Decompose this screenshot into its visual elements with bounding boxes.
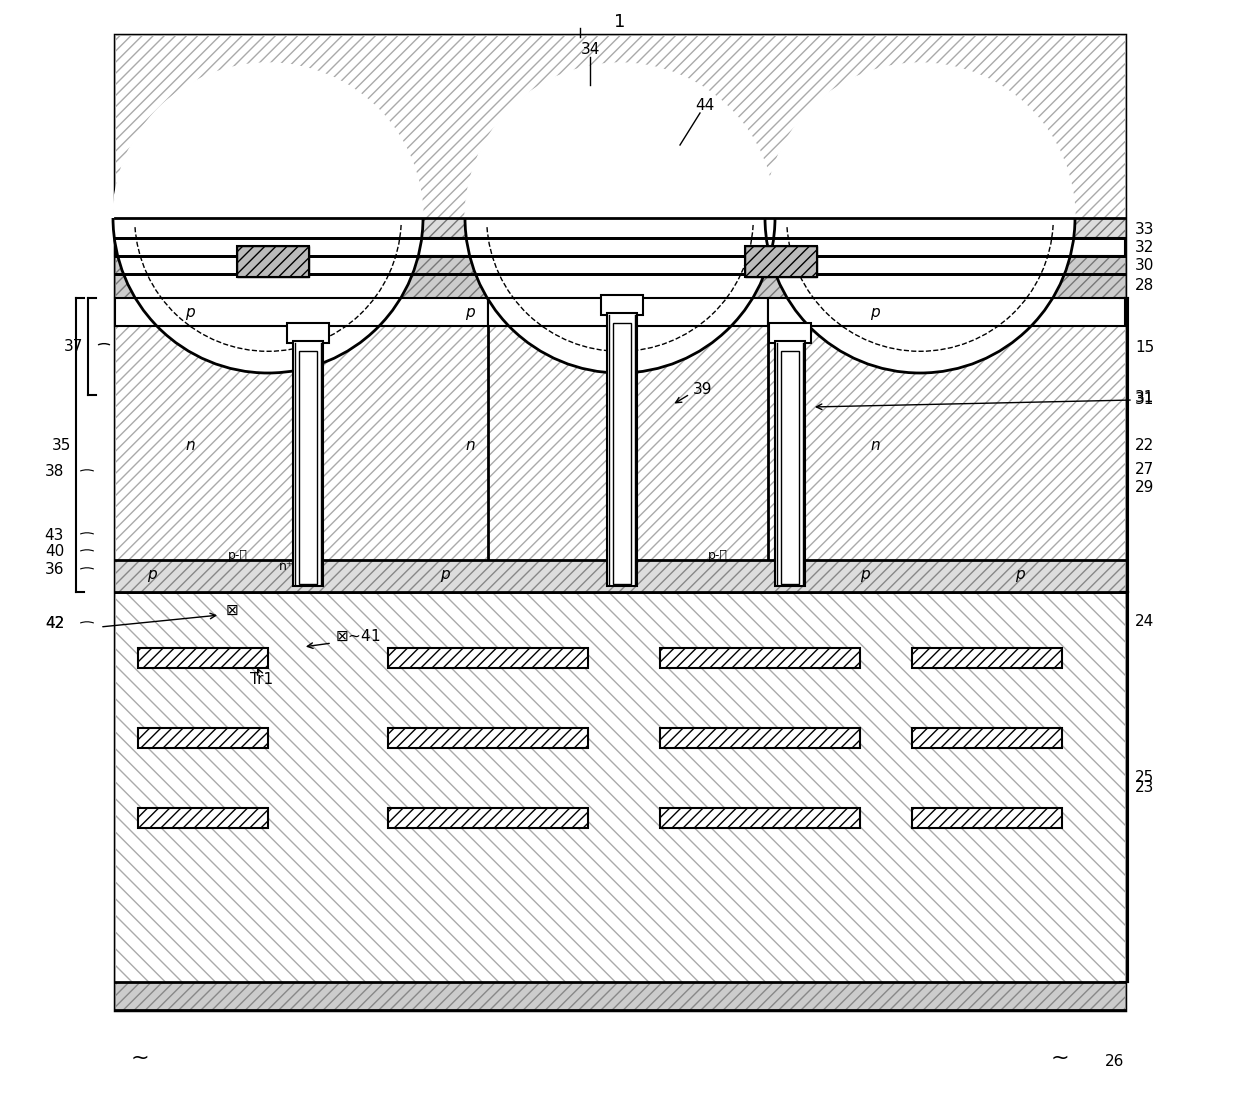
Bar: [115, 256, 1125, 274]
Circle shape: [113, 63, 423, 373]
Text: p: p: [440, 567, 450, 582]
Bar: [138, 728, 268, 748]
Bar: [237, 246, 309, 277]
Text: 37: 37: [63, 338, 83, 354]
Bar: [660, 728, 861, 748]
Bar: [237, 246, 309, 277]
Bar: [660, 808, 861, 828]
Bar: [660, 648, 861, 668]
Text: 38: 38: [45, 465, 64, 479]
Text: n: n: [465, 438, 475, 452]
Text: 33: 33: [1135, 221, 1154, 237]
Text: ~: ~: [130, 1048, 149, 1068]
Circle shape: [465, 63, 775, 373]
Bar: [660, 808, 861, 828]
Bar: [911, 648, 1061, 668]
Text: Tr1: Tr1: [250, 672, 274, 687]
Bar: [608, 313, 637, 586]
Text: 32: 32: [1135, 240, 1154, 256]
Circle shape: [765, 63, 1075, 373]
Bar: [286, 323, 329, 343]
Bar: [115, 274, 1125, 298]
Bar: [660, 648, 861, 668]
Text: 35: 35: [52, 438, 71, 452]
Text: ~: ~: [1050, 1048, 1069, 1068]
Text: p: p: [465, 306, 475, 321]
Text: $\boxtimes$: $\boxtimes$: [226, 602, 238, 618]
Bar: [138, 808, 268, 828]
Text: 42: 42: [45, 617, 64, 631]
Text: n: n: [870, 438, 880, 452]
Text: 22: 22: [1135, 438, 1154, 452]
Text: p: p: [861, 567, 869, 582]
Text: p-井: p-井: [228, 550, 248, 563]
Bar: [138, 648, 268, 668]
Bar: [768, 298, 1125, 326]
Text: p: p: [148, 567, 156, 582]
Text: $\boxtimes$~41: $\boxtimes$~41: [335, 629, 381, 643]
Bar: [293, 341, 322, 586]
Bar: [601, 295, 644, 315]
Bar: [911, 808, 1061, 828]
Bar: [769, 323, 811, 343]
Bar: [138, 808, 268, 828]
Text: 26: 26: [1105, 1054, 1125, 1069]
Text: 29: 29: [1135, 479, 1154, 495]
Bar: [388, 808, 588, 828]
Bar: [138, 728, 268, 748]
Text: 1: 1: [614, 13, 626, 31]
Text: p-井: p-井: [708, 550, 728, 563]
Bar: [138, 648, 268, 668]
Text: 36: 36: [45, 563, 64, 577]
Bar: [745, 246, 817, 277]
Bar: [911, 728, 1061, 748]
Text: p: p: [870, 306, 880, 321]
Bar: [388, 728, 588, 748]
Text: 24: 24: [1135, 614, 1154, 630]
Text: 43: 43: [45, 527, 64, 543]
Bar: [115, 218, 1125, 238]
Bar: [781, 351, 799, 584]
Bar: [115, 238, 1125, 256]
Text: 44: 44: [696, 97, 714, 113]
Text: 28: 28: [1135, 278, 1154, 294]
Text: 23: 23: [1135, 780, 1154, 794]
Text: 34: 34: [580, 42, 600, 57]
Bar: [115, 298, 1125, 592]
Bar: [299, 351, 317, 584]
Bar: [388, 648, 588, 668]
Text: 27: 27: [1135, 462, 1154, 477]
Bar: [115, 35, 1125, 1010]
Bar: [489, 298, 768, 326]
Bar: [115, 982, 1125, 1010]
Text: 39: 39: [693, 382, 713, 398]
Bar: [775, 341, 805, 586]
Text: 31: 31: [1135, 392, 1154, 408]
Text: 15: 15: [1135, 341, 1154, 355]
Bar: [388, 648, 588, 668]
Bar: [911, 728, 1061, 748]
Bar: [911, 808, 1061, 828]
Bar: [115, 35, 1125, 218]
Text: 31: 31: [1135, 390, 1154, 404]
Bar: [388, 808, 588, 828]
Bar: [613, 323, 631, 584]
Text: 30: 30: [1135, 258, 1154, 273]
Text: n⁺: n⁺: [279, 561, 293, 573]
Text: 40: 40: [45, 544, 64, 560]
Bar: [911, 648, 1061, 668]
Bar: [388, 728, 588, 748]
Text: n: n: [185, 438, 195, 452]
Text: 42: 42: [45, 617, 64, 631]
Text: p: p: [1016, 567, 1024, 582]
Bar: [115, 560, 1125, 592]
Text: p: p: [185, 306, 195, 321]
Bar: [115, 592, 1125, 982]
Bar: [745, 246, 817, 277]
Bar: [115, 298, 489, 326]
Bar: [660, 728, 861, 748]
Text: 25: 25: [1135, 771, 1154, 785]
